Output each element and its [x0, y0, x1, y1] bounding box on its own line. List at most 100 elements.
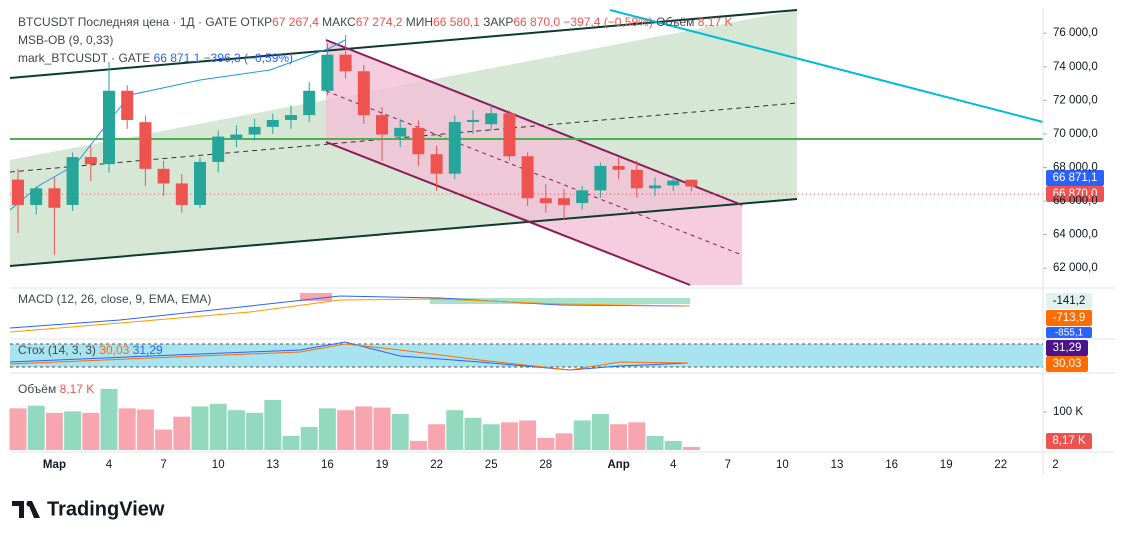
x-tick-label: 19 [376, 459, 389, 471]
candle-body [448, 121, 461, 174]
volume-bar [155, 429, 173, 450]
volume-bar [227, 410, 245, 450]
x-tick-label: 16 [321, 459, 334, 471]
macd-name: MACD (12, 26, close, 9, EMA, EMA) [18, 292, 211, 306]
volume-bar [82, 412, 100, 450]
candle-body [412, 127, 425, 155]
volume-bar [573, 420, 591, 450]
candle-body [230, 134, 243, 139]
volume-bar [555, 433, 573, 450]
signal-line [9, 298, 691, 333]
candle-body [576, 190, 589, 204]
candle-body [612, 165, 625, 170]
badge [1046, 293, 1092, 309]
indicator-name: MSB-OB (9, 0,33) [18, 33, 113, 47]
y-tick-label: 62 000,0 [1053, 262, 1098, 274]
x-tick-label: 10 [212, 459, 225, 471]
logo: TradingView [12, 498, 165, 520]
volume-bar [45, 412, 63, 450]
y-tick-label: 76 000,0 [1053, 27, 1098, 39]
candle-body [84, 157, 97, 165]
value: −396,3 (−0,59%) [204, 51, 293, 65]
badge [1046, 433, 1092, 449]
volume-bar [27, 405, 45, 450]
label: mark_BTCUSDT · GATE [18, 51, 150, 65]
stoch-d [9, 343, 689, 371]
volume-bar [337, 410, 355, 450]
volume-bar [628, 422, 646, 450]
value: 67 267,4 [272, 15, 319, 29]
value: 66 580,1 [433, 15, 480, 29]
candle-body [285, 115, 297, 120]
macd-hist [300, 293, 332, 301]
badge [1046, 356, 1088, 372]
logo-icon [12, 501, 40, 518]
mark-legend: mark_BTCUSDT · GATE 66 871,1 −396,3 (−0,… [18, 51, 293, 65]
badge [1046, 170, 1104, 186]
x-tick-label: 10 [776, 459, 789, 471]
x-tick-label: 7 [725, 459, 731, 471]
y-tick-label: 66 000,0 [1053, 195, 1098, 207]
stoch-band [10, 344, 1043, 367]
volume-bar [482, 424, 500, 450]
candle-body [139, 122, 152, 169]
candle-body [521, 156, 534, 199]
badge-label: -855,1 [1055, 328, 1084, 339]
badge-label: 30,03 [1053, 358, 1082, 370]
candle-body [194, 161, 206, 205]
badge-label: 8,17 K [1052, 435, 1086, 447]
volume-bar [428, 424, 446, 450]
volume-bar [191, 406, 209, 450]
volume-bar [409, 440, 427, 450]
candle-body [539, 198, 552, 204]
candle-body [339, 54, 352, 72]
desc-mid [325, 90, 743, 256]
logo-dot [26, 501, 32, 507]
volume-bar [591, 414, 609, 450]
x-tick-label: Мар [43, 459, 66, 471]
macd-line [9, 295, 691, 329]
x-tick-label: 13 [831, 459, 844, 471]
candle-body [12, 179, 24, 205]
volume-bar [537, 437, 555, 450]
candle-body [212, 136, 225, 162]
volume-bar [500, 422, 518, 450]
stoch-legend: Стох (14, 3, 3) 30,03 31,29 [18, 343, 163, 357]
volume-bar [100, 388, 118, 450]
volume-bar [646, 435, 664, 450]
volume-bar [282, 435, 300, 450]
candle-body [630, 169, 643, 189]
x-tick-label: 22 [430, 459, 443, 471]
y-tick-label: 68 000,0 [1053, 162, 1098, 174]
candle-body [248, 126, 261, 135]
x-tick-label: 19 [940, 459, 953, 471]
candle-body [30, 188, 43, 205]
label: ЗАКР [483, 15, 513, 29]
badge-label: -141,2 [1053, 295, 1086, 307]
x-tick-label: 7 [160, 459, 166, 471]
candle-body [667, 180, 680, 186]
volume-bar [300, 426, 318, 450]
value: −397,4 (−0,59%) [563, 15, 652, 29]
candle-body [303, 90, 316, 116]
candle-body [394, 127, 407, 137]
macd-hist [430, 298, 690, 304]
volume-bar [391, 414, 409, 450]
value: 30,03 [99, 343, 129, 357]
symbol: BTCUSDT Последняя цена · 1Д · GATE [18, 15, 237, 29]
volume-bar [373, 407, 391, 450]
volume-bar [136, 409, 154, 450]
channel-bottom [9, 198, 798, 267]
candle-body [467, 119, 479, 122]
candle-body [376, 115, 388, 135]
volume-bar [464, 417, 482, 450]
y-tick-label: 64 000,0 [1053, 229, 1098, 241]
value: 8,17 K [698, 15, 733, 29]
value: 8,17 K [60, 382, 95, 396]
trend-line [609, 9, 1044, 123]
volume-bar [318, 408, 336, 450]
volume-bar [9, 408, 27, 450]
logo-text: TradingView [47, 498, 165, 520]
value: 31,29 [133, 343, 163, 357]
